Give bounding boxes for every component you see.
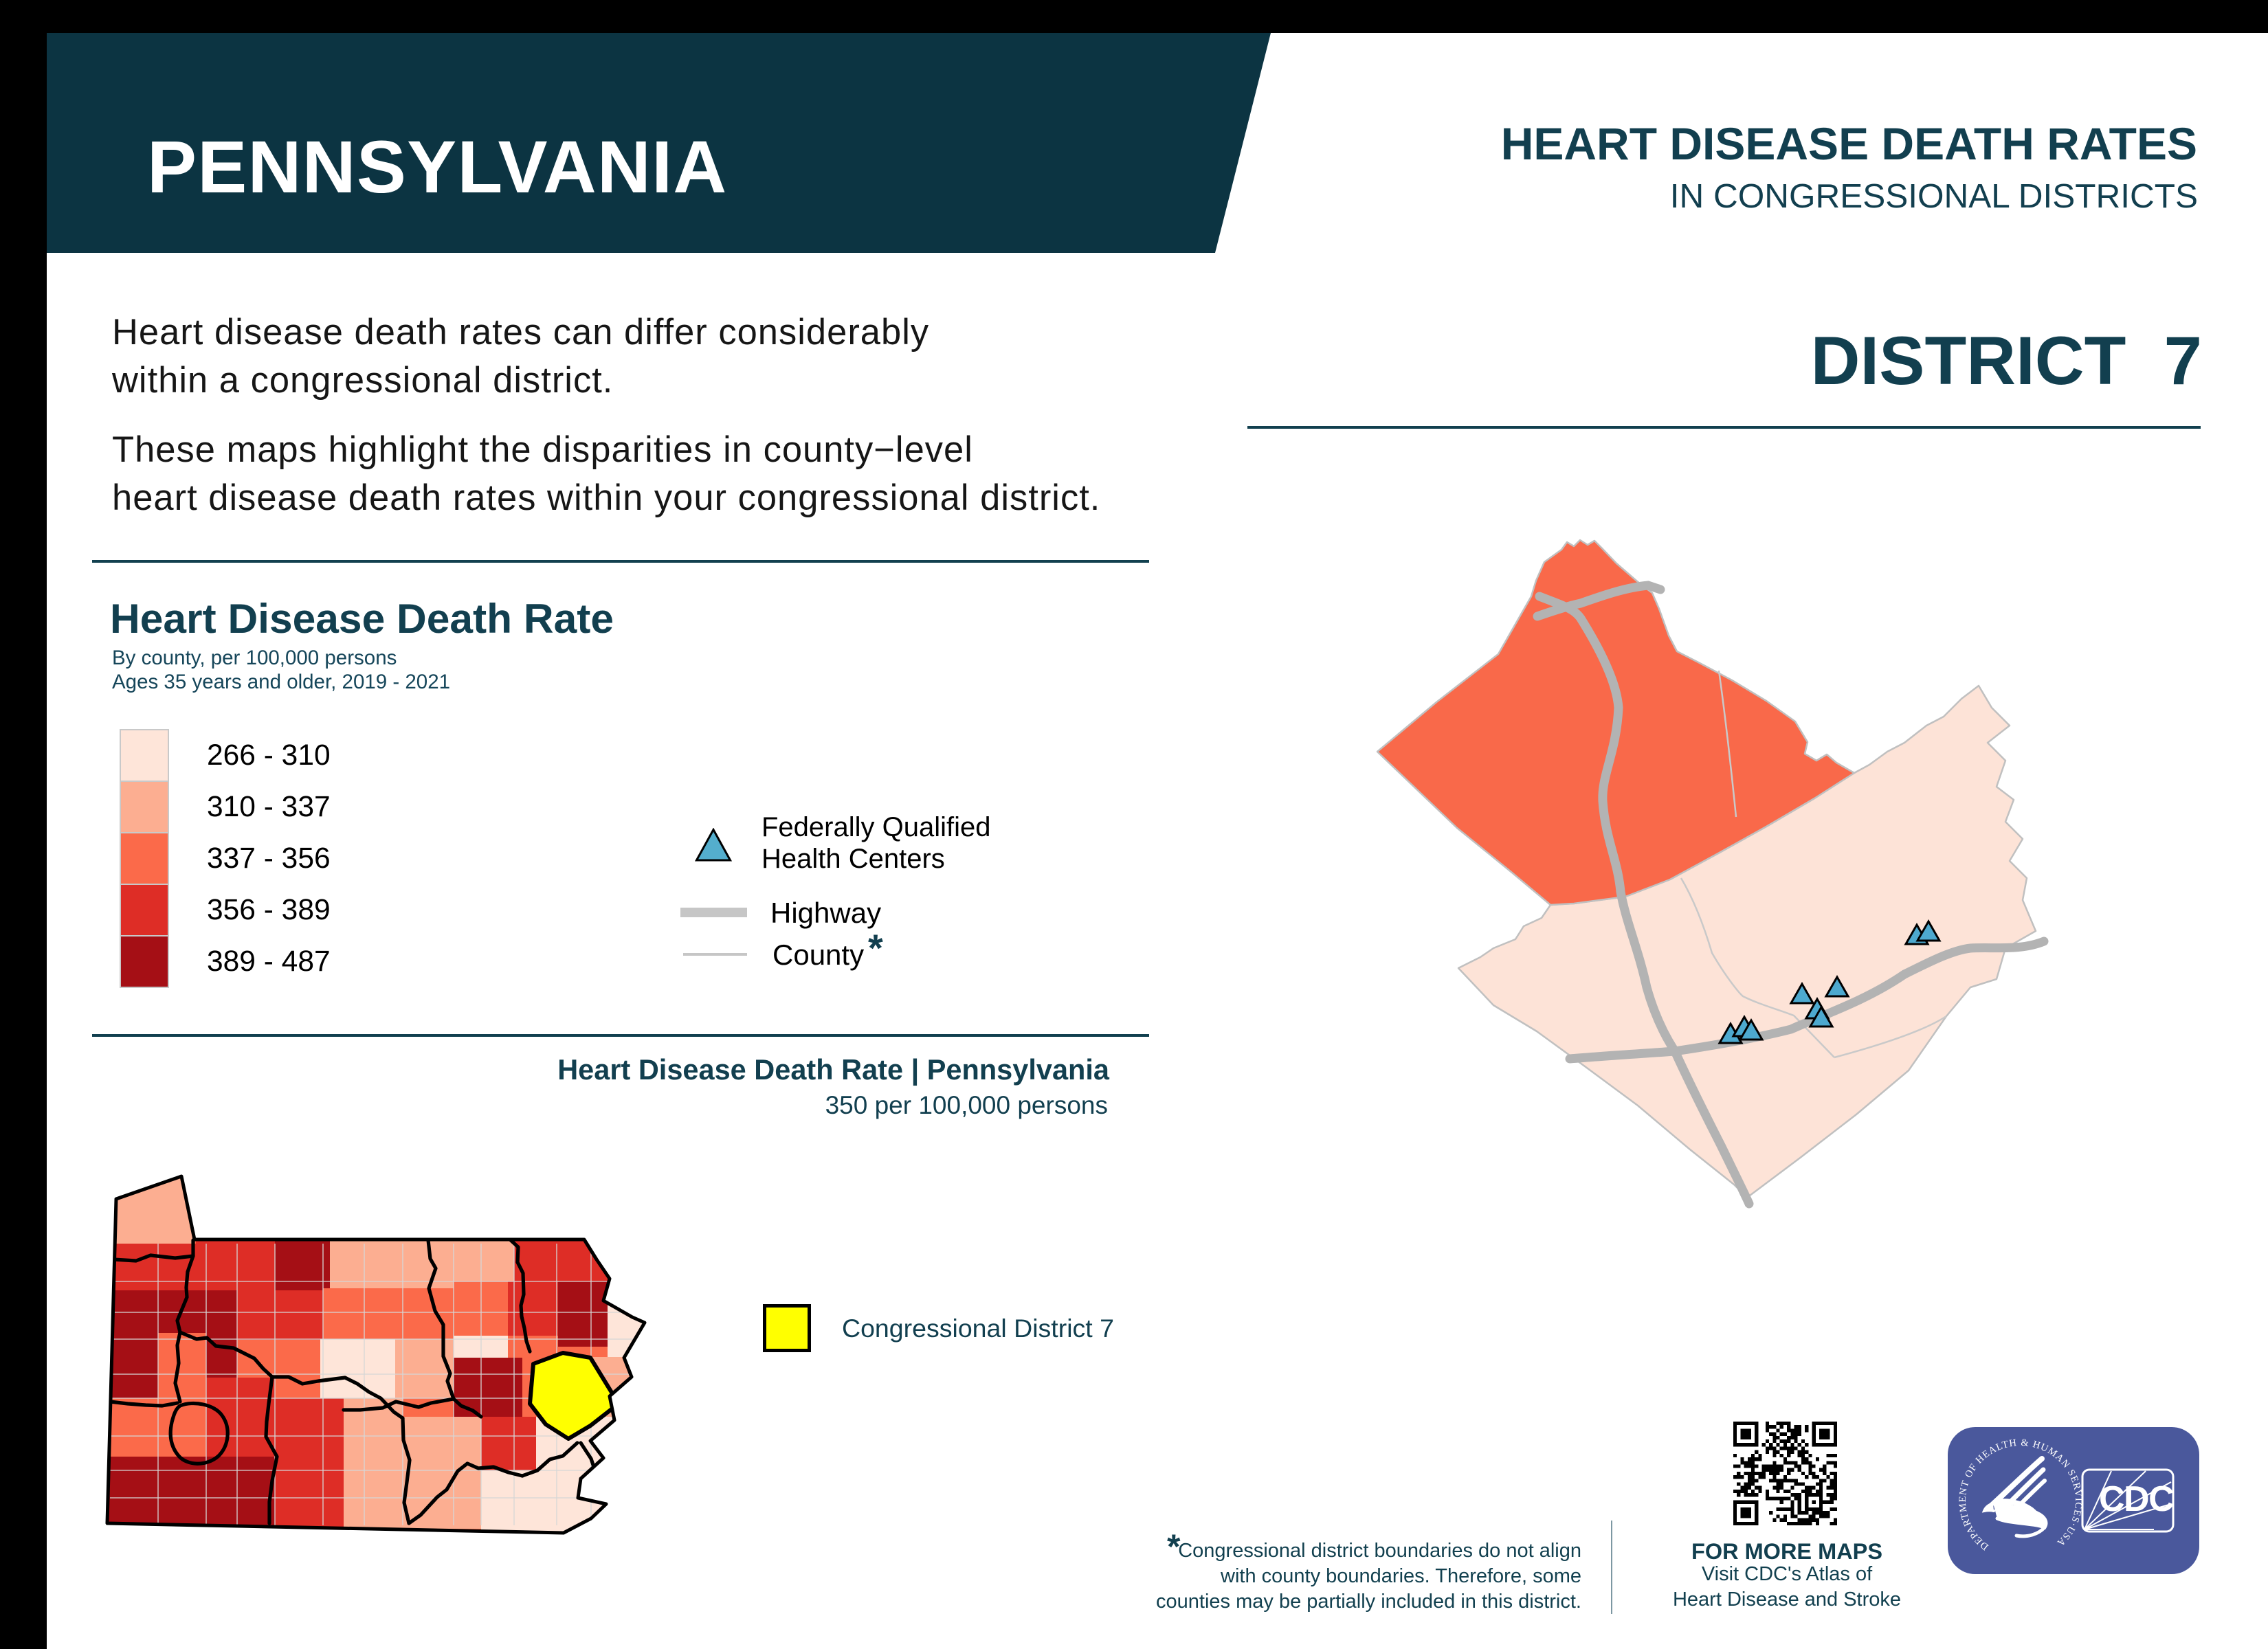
svg-text:CDC: CDC [2099,1479,2174,1519]
